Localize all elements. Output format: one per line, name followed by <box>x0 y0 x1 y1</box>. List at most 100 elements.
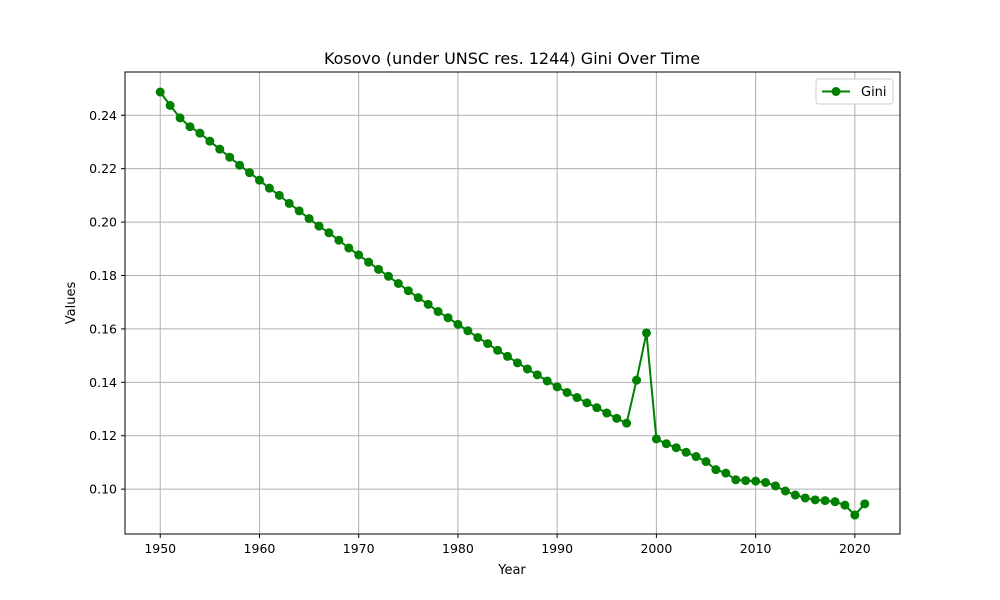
data-point <box>651 434 661 444</box>
data-point <box>800 493 810 503</box>
data-point <box>493 345 503 355</box>
y-tick-label: 0.22 <box>89 161 117 176</box>
data-point <box>185 122 195 132</box>
data-point <box>215 144 225 154</box>
x-tick-label: 1980 <box>442 541 474 556</box>
data-point <box>324 228 334 238</box>
legend-marker <box>831 87 841 96</box>
data-point <box>284 198 294 208</box>
data-point <box>572 393 582 403</box>
data-point <box>354 250 364 260</box>
data-point <box>245 168 255 178</box>
data-point <box>830 497 840 507</box>
data-point <box>254 175 264 185</box>
data-point <box>661 439 671 449</box>
data-point <box>175 113 185 123</box>
data-point <box>612 413 622 423</box>
grid <box>125 72 900 534</box>
data-point <box>761 477 771 487</box>
data-point <box>225 152 235 162</box>
x-tick-label: 2020 <box>839 541 871 556</box>
series-gini <box>155 87 870 520</box>
data-point <box>512 358 522 368</box>
data-point <box>721 468 731 478</box>
data-point <box>155 87 165 97</box>
data-point <box>483 339 493 349</box>
x-tick-label: 1990 <box>541 541 573 556</box>
data-point <box>582 398 592 408</box>
x-tick-label: 1960 <box>244 541 276 556</box>
data-point <box>691 452 701 462</box>
x-tick-label: 2000 <box>640 541 672 556</box>
chart-title: Kosovo (under UNSC res. 1244) Gini Over … <box>324 49 700 68</box>
data-point <box>751 476 761 486</box>
data-point <box>344 243 354 253</box>
data-point <box>780 486 790 496</box>
data-point <box>195 128 205 138</box>
data-point <box>602 408 612 418</box>
data-point <box>632 375 642 385</box>
data-point <box>820 496 830 506</box>
data-point <box>850 510 860 520</box>
data-point <box>383 271 393 281</box>
y-axis-label: Values <box>64 282 79 325</box>
data-point <box>453 319 463 329</box>
y-tick-label: 0.24 <box>89 108 117 123</box>
data-point <box>503 351 513 361</box>
data-point <box>274 190 284 200</box>
data-point <box>423 299 433 309</box>
data-point <box>294 206 304 216</box>
legend: Gini <box>815 78 894 105</box>
data-point <box>731 475 741 485</box>
y-axis: 0.10 0.12 0.14 0.16 0.18 0.20 0.22 0.24 <box>89 108 125 497</box>
data-point <box>810 495 820 505</box>
data-point <box>235 160 245 170</box>
data-point <box>522 364 532 374</box>
x-axis: 1950 1960 1970 1980 1990 2000 2010 2020 <box>144 534 871 556</box>
data-point <box>701 457 711 467</box>
data-point <box>532 370 542 380</box>
data-point <box>205 136 215 146</box>
data-point <box>374 264 384 274</box>
data-point <box>304 214 314 224</box>
data-point <box>403 286 413 296</box>
data-point <box>314 221 324 231</box>
legend-label: Gini <box>861 85 887 100</box>
data-point <box>790 490 800 500</box>
data-point <box>542 376 552 386</box>
data-point <box>443 313 453 323</box>
data-point <box>463 326 473 336</box>
data-point <box>334 235 344 245</box>
data-point <box>741 476 751 486</box>
data-point <box>552 382 562 392</box>
data-point <box>770 481 780 491</box>
x-tick-label: 1950 <box>144 541 176 556</box>
y-tick-label: 0.16 <box>89 321 117 336</box>
data-point <box>165 100 175 110</box>
data-point <box>641 328 651 338</box>
x-tick-label: 2010 <box>740 541 772 556</box>
plot-frame <box>124 71 901 535</box>
series-line <box>159 91 866 517</box>
y-tick-label: 0.18 <box>89 268 117 283</box>
x-tick-label: 1970 <box>343 541 375 556</box>
y-tick-label: 0.20 <box>89 215 117 230</box>
data-point <box>562 387 572 397</box>
data-point <box>671 443 681 453</box>
legend-box <box>815 78 894 105</box>
y-tick-label: 0.10 <box>89 482 117 497</box>
data-point <box>592 403 602 413</box>
data-point <box>364 257 374 267</box>
data-point <box>433 307 443 317</box>
data-point <box>473 332 483 342</box>
y-tick-label: 0.14 <box>89 375 117 390</box>
data-point <box>264 183 274 193</box>
data-point <box>622 418 632 428</box>
data-point <box>681 447 691 457</box>
data-point <box>413 293 423 303</box>
data-point <box>840 500 850 510</box>
y-tick-label: 0.12 <box>89 428 117 443</box>
x-axis-label: Year <box>497 563 526 578</box>
data-point <box>393 279 403 289</box>
